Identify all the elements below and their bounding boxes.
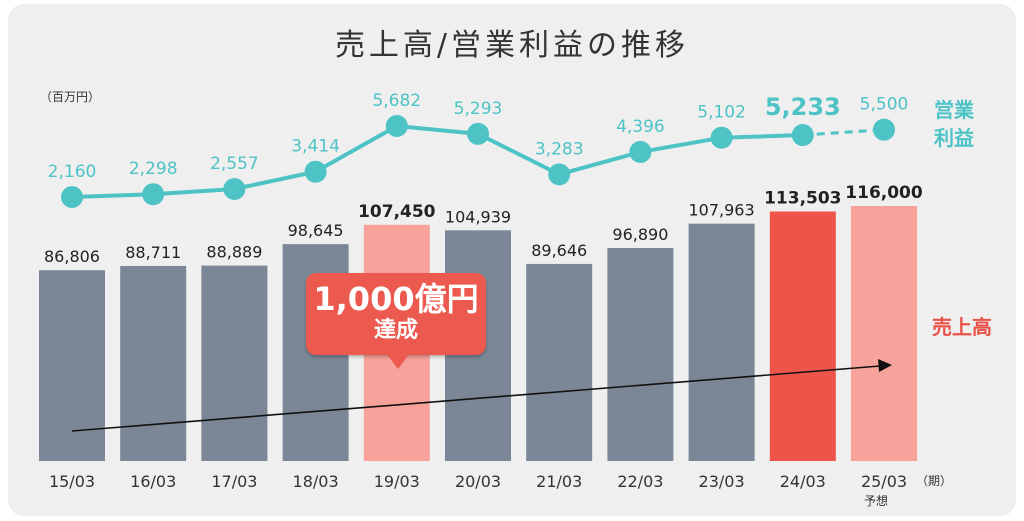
operating-profit-legend-line1: 営業: [934, 98, 974, 122]
unit-label: （百万円）: [40, 90, 101, 104]
x-tick-label: 24/03: [780, 472, 826, 491]
bar-16/03: [120, 265, 187, 461]
operating-profit-line: [71, 123, 803, 199]
bar-value-label: 107,450: [358, 202, 436, 222]
operating-profit-point: [873, 118, 895, 141]
operating-profit-value-label: 5,233: [765, 93, 841, 121]
x-tick-label: 16/03: [130, 472, 176, 491]
bar-value-label: 89,646: [531, 241, 587, 260]
x-tick-label: 15/03: [49, 472, 95, 491]
operating-profit-point: [467, 122, 489, 145]
bar-23/03: [688, 223, 755, 461]
forecast-label: 予想: [864, 494, 889, 508]
milestone-callout: 1,000億円 達成: [306, 273, 486, 369]
bar-value-label: 107,963: [689, 201, 755, 220]
operating-profit-point: [61, 186, 83, 208]
operating-profit-value-label: 5,102: [697, 103, 746, 123]
operating-profit-value-label: 3,414: [291, 137, 340, 157]
operating-profit-value-label: 5,293: [454, 99, 503, 119]
callout-tail: [386, 353, 410, 369]
operating-profit-value-label: 2,160: [48, 162, 97, 182]
operating-profit-point: [710, 126, 733, 149]
trend-arrow-line: [71, 365, 881, 432]
operating-profit-value-label: 4,396: [616, 117, 665, 137]
x-tick-label: 19/03: [374, 472, 420, 491]
bar-15/03: [39, 270, 105, 461]
x-tick-label: 25/03: [861, 472, 907, 491]
bar-value-label: 116,000: [845, 183, 923, 203]
operating-profit-legend: 営業 利益: [926, 96, 982, 152]
bar-value-label: 104,939: [445, 207, 511, 226]
x-tick-label: 22/03: [617, 472, 663, 491]
bar-25/03: [851, 206, 917, 461]
bar-21/03: [526, 263, 593, 461]
operating-profit-point: [223, 177, 246, 200]
x-tick-label: 20/03: [455, 472, 501, 491]
operating-profit-point: [142, 183, 165, 206]
operating-profit-point: [304, 160, 327, 183]
bar-value-label: 96,890: [612, 225, 668, 244]
bar-value-label: 113,503: [764, 188, 841, 208]
period-unit-label: （期）: [916, 474, 953, 488]
trend-arrow-head: [878, 359, 892, 372]
operating-profit-value-label: 5,682: [372, 91, 421, 111]
x-tick-label: 18/03: [293, 472, 339, 491]
operating-profit-point: [791, 124, 814, 147]
bar-value-label: 98,645: [288, 221, 344, 240]
operating-profit-value-label: 2,557: [210, 154, 259, 174]
bar-24/03: [769, 211, 836, 461]
operating-profit-value-label: 2,298: [129, 159, 178, 179]
chart-title: 売上高/営業利益の推移: [334, 28, 690, 63]
operating-profit-point: [385, 115, 408, 137]
x-tick-label: 17/03: [211, 472, 257, 491]
operating-profit-legend-line2: 利益: [934, 126, 974, 150]
bar-value-label: 86,806: [44, 247, 100, 266]
operating-profit-value-label: 5,500: [860, 95, 909, 115]
sales-legend: 売上高: [932, 315, 992, 339]
operating-profit-value-label: 3,283: [535, 139, 584, 159]
bar-17/03: [201, 265, 268, 461]
x-tick-label: 21/03: [536, 472, 582, 491]
operating-profit-point: [548, 163, 571, 186]
callout-line1: 1,000億円: [313, 280, 479, 318]
bar-22/03: [607, 248, 674, 461]
bar-value-label: 88,889: [206, 243, 262, 262]
callout-line2: 達成: [373, 318, 418, 343]
bar-value-label: 88,711: [125, 243, 181, 262]
operating-profit-point: [629, 140, 652, 163]
operating-profit-forecast-line: [802, 128, 885, 137]
x-tick-label: 23/03: [699, 472, 745, 491]
